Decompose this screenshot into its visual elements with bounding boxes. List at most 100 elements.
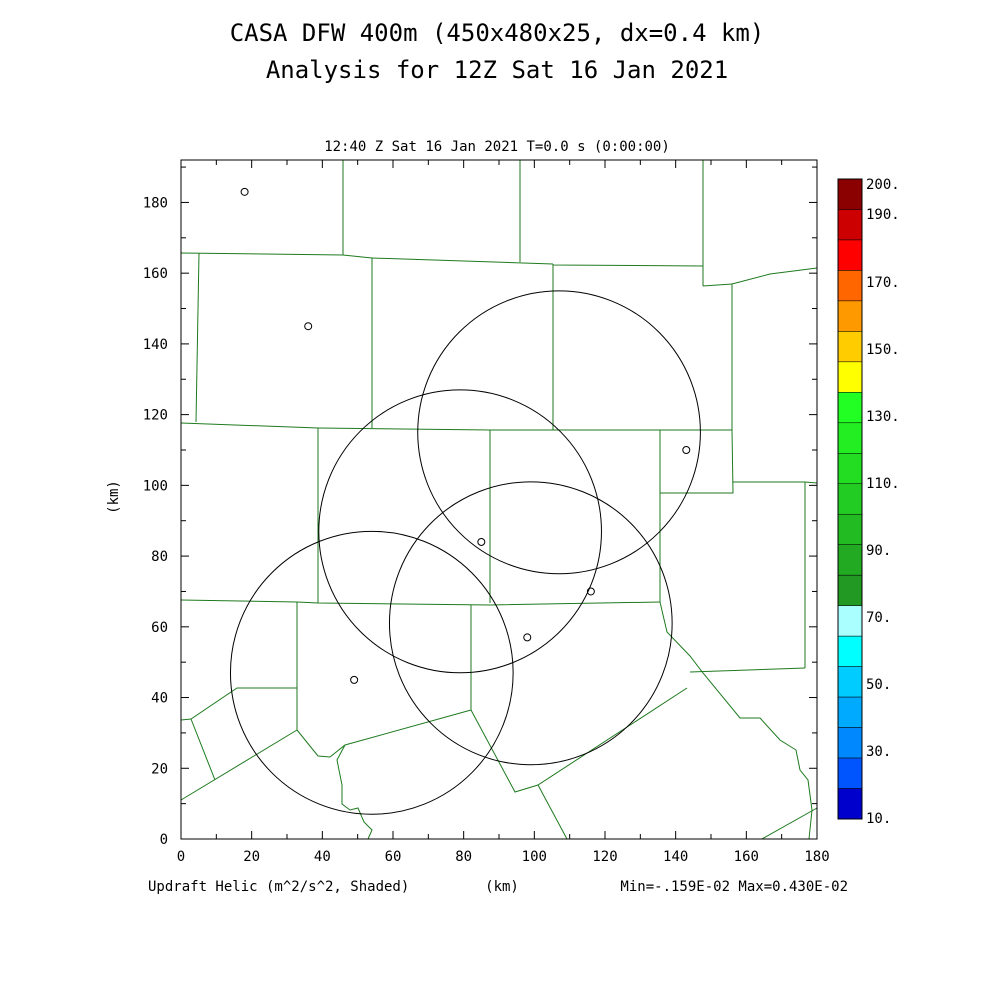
boundary-line bbox=[180, 422, 319, 429]
colorbar-swatch bbox=[837, 788, 863, 820]
colorbar-label: 200. bbox=[866, 177, 900, 193]
colorbar-label: 30. bbox=[866, 744, 891, 760]
colorbar-swatch bbox=[837, 178, 863, 210]
boundary-line bbox=[180, 729, 298, 801]
boundary-line bbox=[731, 267, 818, 285]
x-tick-label: 160 bbox=[734, 849, 759, 865]
boundary-line bbox=[190, 718, 216, 781]
title-line1: CASA DFW 400m (450x480x25, dx=0.4 km) bbox=[230, 19, 765, 47]
colorbar-swatch bbox=[837, 605, 863, 637]
colorbar-frame bbox=[837, 178, 863, 820]
colorbar-label: 90. bbox=[866, 543, 891, 559]
radar-range-circle bbox=[229, 530, 514, 815]
radar-site-marker bbox=[350, 675, 359, 684]
boundary-line bbox=[761, 807, 818, 840]
y-tick-label: 40 bbox=[151, 691, 168, 707]
colorbar-label: 150. bbox=[866, 342, 900, 358]
colorbar-swatch bbox=[837, 239, 863, 271]
colorbar-swatch bbox=[837, 513, 863, 545]
x-tick-label: 40 bbox=[314, 849, 331, 865]
radar-range-circle bbox=[388, 481, 673, 766]
boundary-line bbox=[702, 283, 733, 287]
boundary-line bbox=[660, 429, 734, 494]
colorbar-swatch bbox=[837, 635, 863, 667]
colorbar: 200. 190. 170. 150. 130. 110. 90. 70. 50. 30. 10. bbox=[837, 177, 900, 827]
x-tick-label: 100 bbox=[522, 849, 547, 865]
y-tick-label: 0 bbox=[160, 832, 168, 848]
colorbar-swatch bbox=[837, 757, 863, 789]
radar-site-marker bbox=[586, 587, 595, 596]
colorbar-label: 70. bbox=[866, 610, 891, 626]
radar-site-marker bbox=[240, 187, 249, 196]
x-tick-label: 80 bbox=[455, 849, 472, 865]
colorbar-swatch bbox=[837, 209, 863, 241]
x-tick-label: 180 bbox=[804, 849, 829, 865]
radar-range-circles bbox=[229, 290, 701, 815]
radar-site-marker bbox=[304, 322, 313, 331]
colorbar-swatch bbox=[837, 727, 863, 759]
colorbar-swatch bbox=[837, 300, 863, 332]
colorbar-swatch bbox=[837, 483, 863, 515]
y-tick-label: 140 bbox=[143, 337, 168, 353]
radar-range-circle bbox=[318, 389, 602, 674]
x-tick-label: 60 bbox=[385, 849, 402, 865]
x-tick-label: 20 bbox=[243, 849, 260, 865]
colorbar-swatch bbox=[837, 361, 863, 393]
y-tick-label: 80 bbox=[151, 549, 168, 565]
colorbar-swatch bbox=[837, 544, 863, 576]
boundary-line bbox=[296, 709, 472, 758]
y-tick-label: 180 bbox=[143, 195, 168, 211]
footer-min-max: Min=-.159E-02 Max=0.430E-02 bbox=[620, 879, 848, 895]
radar-site-marker bbox=[682, 445, 691, 454]
boundary-line bbox=[371, 257, 554, 265]
colorbar-swatch bbox=[837, 696, 863, 728]
boundary-line bbox=[180, 599, 661, 606]
radar-site-markers bbox=[240, 187, 691, 684]
county-boundaries bbox=[180, 160, 818, 840]
radar-site-marker bbox=[477, 537, 486, 546]
boundary-line bbox=[537, 784, 568, 840]
y-tick-label: 20 bbox=[151, 761, 168, 777]
plot-header: 12:40 Z Sat 16 Jan 2021 T=0.0 s (0:00:00… bbox=[324, 139, 670, 155]
colorbar-label: 130. bbox=[866, 409, 900, 425]
boundary-line bbox=[317, 427, 732, 431]
colorbar-swatch bbox=[837, 574, 863, 606]
colorbar-label: 170. bbox=[866, 275, 900, 291]
y-tick-label: 100 bbox=[143, 478, 168, 494]
colorbar-swatch bbox=[837, 270, 863, 302]
colorbar-label: 10. bbox=[866, 811, 891, 827]
y-tick-label: 160 bbox=[143, 266, 168, 282]
boundary-line bbox=[689, 667, 806, 673]
y-tick-label: 120 bbox=[143, 408, 168, 424]
colorbar-swatch bbox=[837, 331, 863, 363]
colorbar-swatch bbox=[837, 422, 863, 454]
colorbar-swatch bbox=[837, 453, 863, 485]
radar-site-marker bbox=[523, 633, 532, 642]
y-axis-label: (km) bbox=[106, 480, 122, 514]
y-tick-label: 60 bbox=[151, 620, 168, 636]
colorbar-label: 50. bbox=[866, 677, 891, 693]
title-line2: Analysis for 12Z Sat 16 Jan 2021 bbox=[266, 56, 728, 84]
footer-field-label: Updraft Helic (m^2/s^2, Shaded) bbox=[148, 879, 409, 895]
boundary-line bbox=[552, 264, 704, 267]
x-tick-label: 120 bbox=[592, 849, 617, 865]
x-tick-label: 0 bbox=[177, 849, 185, 865]
x-axis: 0 20 40 60 80 100 120 140 160 180 bbox=[177, 160, 830, 865]
boundary-line bbox=[180, 687, 297, 721]
boundary-line bbox=[336, 744, 373, 840]
boundary-line bbox=[195, 252, 200, 423]
boundary-line bbox=[733, 481, 818, 484]
y-axis: 0 20 40 60 80 100 120 140 160 180 bbox=[143, 166, 817, 848]
boundary-line bbox=[470, 687, 688, 793]
radar-range-circle bbox=[417, 290, 701, 575]
boundary-line bbox=[659, 601, 813, 840]
colorbar-swatch bbox=[837, 392, 863, 424]
colorbar-label: 110. bbox=[866, 476, 900, 492]
boundary-line bbox=[342, 254, 373, 259]
colorbar-label: 190. bbox=[866, 207, 900, 223]
boundary-line bbox=[180, 252, 344, 256]
colorbar-swatch bbox=[837, 666, 863, 698]
x-tick-label: 140 bbox=[663, 849, 688, 865]
